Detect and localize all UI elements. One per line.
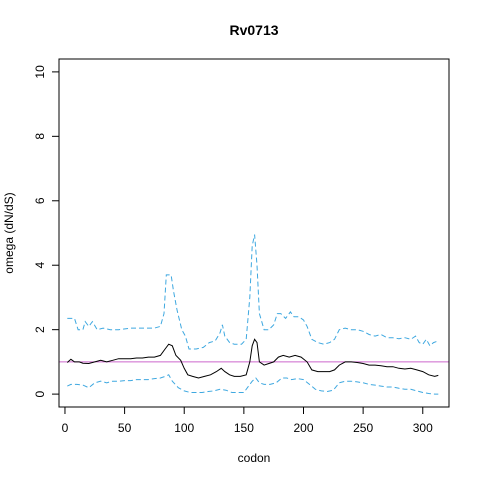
y-tick-label: 6 [33,197,47,204]
series-line-estimate [66,338,439,379]
x-tick-label: 250 [353,421,373,435]
y-axis-label: omega (dN/dS) [2,192,16,273]
x-tick-label: 150 [234,421,254,435]
x-axis: 0 50 100 150 200 250 300 [62,406,433,435]
y-tick-label: 0 [33,390,47,397]
y-axis: 0 2 4 6 8 10 [33,65,60,397]
x-tick-label: 300 [413,421,433,435]
y-tick-label: 8 [33,133,47,140]
x-tick-label: 100 [174,421,194,435]
y-tick-label: 10 [33,65,47,79]
x-tick-label: 0 [62,421,69,435]
x-axis-label: codon [238,451,271,465]
plot-frame [58,58,450,408]
plot-area [59,234,449,395]
x-tick-label: 50 [118,421,132,435]
series-line-lower [67,374,439,395]
series-line-upper [67,234,439,350]
y-tick-label: 2 [33,326,47,333]
x-tick-label: 200 [293,421,313,435]
chart-title: Rv0713 [229,22,278,38]
y-tick-label: 4 [33,262,47,269]
